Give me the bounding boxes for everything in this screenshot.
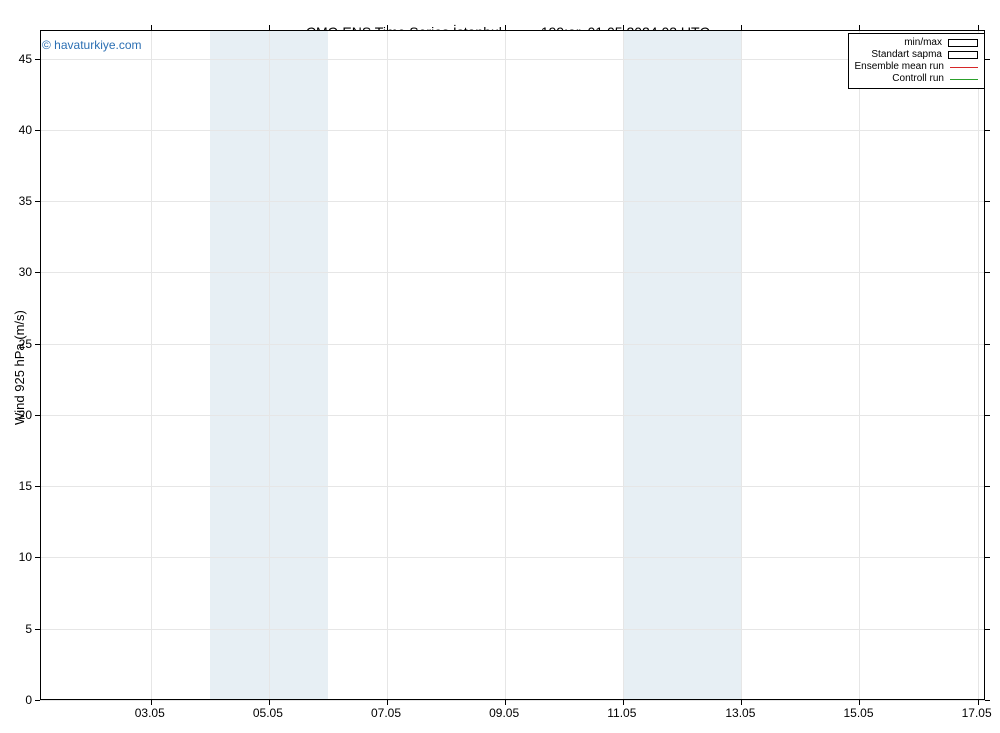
- y-tick-label: 30: [19, 265, 32, 279]
- plot-area: [40, 30, 985, 700]
- legend-item-label: Standart sapma: [871, 49, 942, 61]
- x-tick-mark: [505, 700, 506, 705]
- x-tick-label: 09.05: [489, 706, 519, 720]
- x-tick-label: 05.05: [253, 706, 283, 720]
- y-gridline: [40, 201, 985, 202]
- x-tick-label: 03.05: [135, 706, 165, 720]
- x-tick-mark: [623, 700, 624, 705]
- x-tick-mark: [387, 700, 388, 705]
- y-gridline: [40, 272, 985, 273]
- y-tick-label: 40: [19, 123, 32, 137]
- y-tick-mark: [985, 344, 990, 345]
- y-tick-mark: [985, 700, 990, 701]
- legend-item: Standart sapma: [855, 49, 979, 61]
- y-gridline: [40, 557, 985, 558]
- legend-item: Controll run: [855, 73, 979, 85]
- legend-swatch: [948, 39, 978, 47]
- y-gridline: [40, 344, 985, 345]
- y-tick-label: 5: [25, 622, 32, 636]
- legend-item-label: Controll run: [892, 73, 944, 85]
- y-tick-mark: [985, 59, 990, 60]
- plot-border-bottom: [40, 699, 985, 700]
- y-tick-mark: [985, 201, 990, 202]
- legend: min/maxStandart sapmaEnsemble mean runCo…: [848, 33, 986, 89]
- y-tick-mark: [985, 486, 990, 487]
- x-gridline: [269, 30, 270, 700]
- x-tick-label: 17.05: [962, 706, 992, 720]
- y-tick-mark: [985, 130, 990, 131]
- x-tick-mark: [978, 700, 979, 705]
- plot-border-top: [40, 30, 985, 31]
- watermark: © havaturkiye.com: [42, 38, 142, 52]
- x-tick-label: 11.05: [607, 706, 636, 720]
- chart-canvas: CMC-ENS Time Series İstanbul 199;ar. 01.…: [0, 0, 1000, 733]
- y-tick-label: 35: [19, 194, 32, 208]
- x-gridline: [978, 30, 979, 700]
- x-gridline: [387, 30, 388, 700]
- y-tick-label: 0: [25, 693, 32, 707]
- legend-swatch: [948, 51, 978, 59]
- plot-border-left: [40, 30, 41, 700]
- y-gridline: [40, 59, 985, 60]
- y-gridline: [40, 415, 985, 416]
- legend-item-label: Ensemble mean run: [855, 61, 945, 73]
- x-tick-mark: [151, 700, 152, 705]
- legend-item-label: min/max: [904, 37, 942, 49]
- legend-swatch: [950, 79, 978, 80]
- y-tick-mark: [985, 557, 990, 558]
- y-tick-mark: [35, 700, 40, 701]
- plot-border-right: [984, 30, 985, 700]
- legend-swatch: [950, 67, 978, 68]
- y-tick-mark: [985, 272, 990, 273]
- x-tick-label: 13.05: [725, 706, 755, 720]
- y-gridline: [40, 629, 985, 630]
- y-tick-mark: [985, 629, 990, 630]
- x-gridline: [623, 30, 624, 700]
- y-tick-label: 10: [19, 550, 32, 564]
- y-gridline: [40, 130, 985, 131]
- x-tick-label: 15.05: [843, 706, 873, 720]
- legend-item: min/max: [855, 37, 979, 49]
- y-tick-label: 15: [19, 479, 32, 493]
- y-gridline: [40, 700, 985, 701]
- x-gridline: [859, 30, 860, 700]
- x-tick-mark: [741, 700, 742, 705]
- x-gridline: [151, 30, 152, 700]
- y-tick-label: 45: [19, 52, 32, 66]
- y-axis-label: Wind 925 hPa (m/s): [12, 310, 27, 425]
- x-gridline: [741, 30, 742, 700]
- y-gridline: [40, 486, 985, 487]
- x-tick-label: 07.05: [371, 706, 401, 720]
- y-tick-mark: [985, 415, 990, 416]
- x-tick-mark: [269, 700, 270, 705]
- x-tick-mark: [859, 700, 860, 705]
- x-gridline: [505, 30, 506, 700]
- legend-item: Ensemble mean run: [855, 61, 979, 73]
